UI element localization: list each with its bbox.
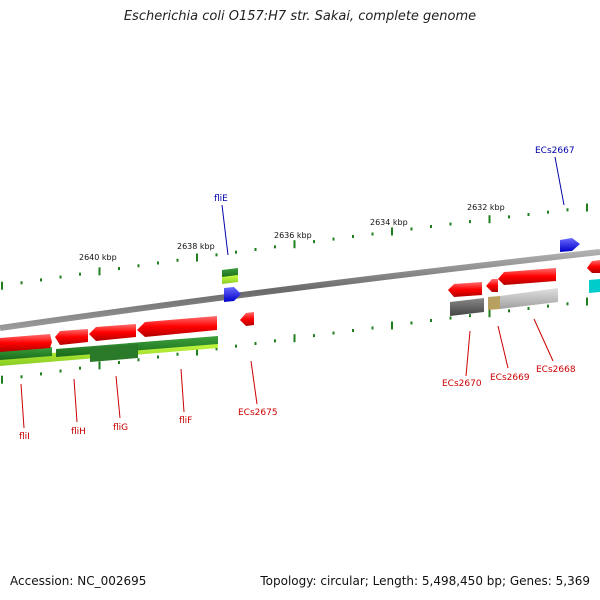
gene-fliF <box>137 316 217 337</box>
label-fliI: fliI <box>19 432 30 442</box>
genome-backbone <box>0 249 600 331</box>
label-ECs2668: ECs2668 <box>536 365 576 375</box>
scale-label-2634: 2634 kbp <box>370 218 408 227</box>
genome-summary-text: Topology: circular; Length: 5,498,450 bp… <box>260 574 590 588</box>
inner-feature-track <box>0 268 238 366</box>
gene-fliG <box>89 324 136 341</box>
gene-right-edge-red <box>587 260 600 273</box>
gene-ECs2675 <box>240 312 254 326</box>
leader-ECs2675 <box>250 360 258 405</box>
label-fliG: fliG <box>113 423 128 433</box>
label-fliE: fliE <box>214 194 228 204</box>
leader-ECs2670 <box>465 330 471 377</box>
leader-fliI <box>20 383 25 429</box>
gene-ECs2667 <box>560 238 580 252</box>
feature-ECs2668-grey <box>500 288 558 309</box>
gene-fliE <box>224 287 241 302</box>
label-fliH: fliH <box>71 427 86 437</box>
inner-tick-track <box>1 297 588 384</box>
label-ECs2667: ECs2667 <box>535 146 575 156</box>
accession-text: Accession: NC_002695 <box>10 574 147 588</box>
leader-ECs2669 <box>497 325 509 369</box>
feature-lime-small <box>222 275 238 284</box>
gene-ECs2669 <box>486 279 498 292</box>
right-gene-cluster <box>448 238 600 316</box>
label-ECs2670: ECs2670 <box>442 379 482 389</box>
scale-label-2638: 2638 kbp <box>177 242 215 251</box>
gene-ECs2670 <box>448 282 482 297</box>
label-ECs2675: ECs2675 <box>238 408 278 418</box>
leader-fliF <box>180 368 185 413</box>
outer-tick-track <box>1 203 588 290</box>
leader-fliG <box>115 375 121 419</box>
label-ECs2669: ECs2669 <box>490 373 530 383</box>
left-gene-cluster <box>0 287 254 352</box>
leader-ECs2668 <box>533 318 554 362</box>
feature-ECs2669-tan <box>488 296 500 310</box>
gene-right-edge-cyan <box>589 279 600 293</box>
leader-fliH <box>73 378 78 423</box>
feature-ECs2670-grey <box>450 298 484 316</box>
gene-fliH <box>55 329 88 345</box>
label-fliF: fliF <box>179 416 192 426</box>
scale-label-2636: 2636 kbp <box>274 231 312 240</box>
gene-ECs2668 <box>498 268 556 285</box>
leader-fliE <box>221 204 229 256</box>
map-title: Escherichia coli O157:H7 str. Sakai, com… <box>123 9 477 24</box>
gene-fliI <box>0 334 52 352</box>
feature-green-bar-3 <box>90 344 138 362</box>
scale-label-2632: 2632 kbp <box>467 203 505 212</box>
leader-ECs2667 <box>554 156 565 206</box>
scale-label-2640: 2640 kbp <box>79 253 117 262</box>
